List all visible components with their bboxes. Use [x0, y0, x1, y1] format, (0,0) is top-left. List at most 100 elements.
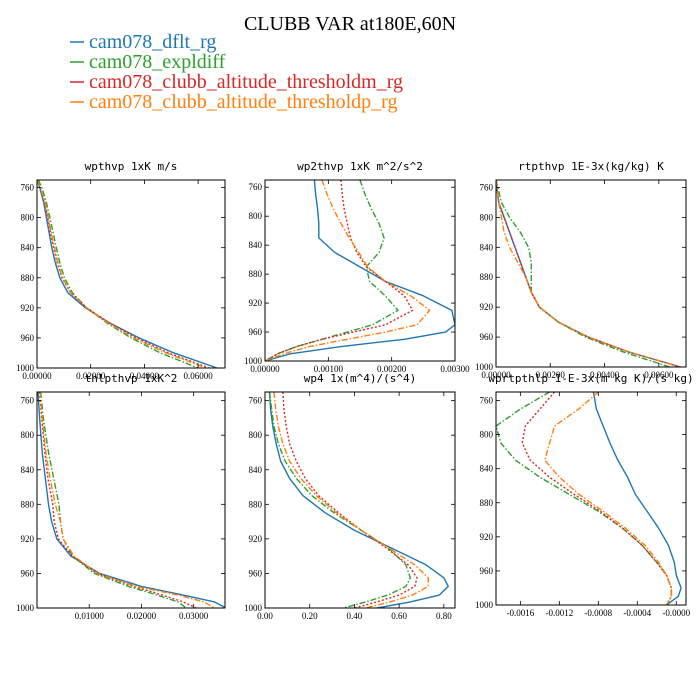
legend-label: cam078_clubb_altitude_thresholdp_rg — [89, 91, 397, 113]
y-tick-label: 880 — [21, 499, 35, 509]
series-group — [265, 180, 455, 361]
plot-frame — [264, 179, 456, 362]
series-line-1 — [592, 392, 682, 605]
x-tick-label: 0.00300 — [440, 364, 470, 374]
series-line-2 — [496, 392, 673, 605]
y-tick-label: 920 — [249, 298, 263, 308]
x-tick-label: 0.00 — [257, 611, 273, 621]
y-tick-label: 840 — [480, 242, 494, 252]
series-line-3 — [265, 180, 414, 361]
series-line-1 — [268, 392, 449, 608]
y-tick-label: 960 — [249, 327, 263, 337]
y-tick-label: 760 — [21, 396, 35, 406]
y-tick-label: 880 — [480, 498, 494, 508]
panel-title: wp2thvp 1xK m^2/s^2 — [297, 160, 423, 173]
y-tick-label: 960 — [480, 566, 494, 576]
y-tick-label: 760 — [480, 182, 494, 192]
plot-frame — [36, 179, 226, 369]
x-tick-label: 0.00400 — [590, 370, 620, 380]
panel-4: thlpthvp 1xK^2 760 800 840 880 920 960 1000 0.01… — [16, 372, 226, 621]
series-line-3 — [38, 392, 197, 608]
y-tick-label: 840 — [21, 465, 35, 475]
series-line-2 — [496, 180, 670, 367]
y-tick-label: 800 — [249, 211, 263, 221]
series-line-1 — [496, 180, 681, 367]
y-tick-label: 840 — [480, 464, 494, 474]
series-line-4 — [37, 180, 207, 368]
y-tick-label: 1000 — [16, 363, 35, 373]
series-line-3 — [496, 180, 681, 367]
x-tick-label: -0.0000 — [662, 608, 690, 618]
panel-title: wprtpthlp 1-E-3x(m kg K)/(s kg) — [488, 372, 693, 385]
series-line-4 — [273, 392, 429, 608]
y-tick-label: 760 — [480, 396, 494, 406]
y-tick-label: 960 — [480, 332, 494, 342]
x-tick-label: 0.00000 — [481, 370, 511, 380]
figure-title: CLUBB VAR at180E,60N — [244, 13, 456, 35]
panel-title: wp4 1x(m^4)/(s^4) — [304, 372, 417, 385]
legend-label: cam078_expldiff — [89, 51, 226, 73]
plot-frame — [264, 391, 456, 609]
panel-title: rtpthvp 1E-3x(kg/kg) K — [518, 160, 664, 173]
y-tick-label: 800 — [480, 430, 494, 440]
y-tick-label: 800 — [21, 213, 35, 223]
plot-frame — [495, 391, 687, 606]
x-tick-label: 0.80 — [436, 611, 452, 621]
series-line-4 — [496, 180, 681, 367]
x-tick-label: 0.03000 — [179, 611, 209, 621]
y-tick-label: 920 — [480, 302, 494, 312]
x-tick-label: 0.60 — [391, 611, 407, 621]
y-tick-label: 1000 — [475, 600, 494, 610]
x-tick-label: 0.00600 — [644, 370, 674, 380]
y-tick-label: 920 — [480, 532, 494, 542]
panel-3: rtpthvp 1E-3x(kg/kg) K 760 800 840 880 920 960… — [475, 160, 687, 380]
x-tick-label: 0.00100 — [314, 364, 344, 374]
panel-2: wp2thvp 1xK m^2/s^2 760 800 840 880 920 960 100… — [244, 160, 470, 374]
panel-title: thlpthvp 1xK^2 — [85, 372, 178, 385]
x-tick-label: -0.0012 — [545, 608, 573, 618]
y-tick-label: 840 — [21, 243, 35, 253]
y-tick-label: 800 — [21, 430, 35, 440]
y-tick-label: 880 — [249, 269, 263, 279]
x-tick-label: 0.40 — [347, 611, 363, 621]
series-group — [37, 180, 218, 368]
panel-6: wprtpthlp 1-E-3x(m kg K)/(s kg) 760 800 840… — [475, 372, 694, 618]
x-tick-label: 0.06000 — [184, 371, 214, 381]
x-tick-label: 0.02000 — [76, 371, 106, 381]
series-line-4 — [544, 392, 673, 605]
panel-1: wpthvp 1xK m/s 760 800 840 880 920 960 10000.00… — [16, 160, 226, 381]
x-tick-label: 0.20 — [302, 611, 318, 621]
series-line-3 — [282, 392, 418, 608]
y-tick-label: 800 — [480, 212, 494, 222]
y-tick-label: 1000 — [244, 356, 263, 366]
series-group — [37, 392, 225, 608]
x-tick-label: -0.0008 — [584, 608, 612, 618]
x-tick-label: 0.00000 — [250, 364, 280, 374]
y-tick-label: 880 — [21, 273, 35, 283]
x-tick-label: 0.04000 — [130, 371, 160, 381]
x-tick-label: 0.00200 — [377, 364, 407, 374]
series-line-2 — [37, 180, 199, 368]
y-tick-label: 760 — [249, 182, 263, 192]
legend-label: cam078_dflt_rg — [89, 31, 216, 53]
series-line-1 — [37, 392, 225, 608]
y-tick-label: 960 — [21, 333, 35, 343]
x-tick-label: -0.0004 — [623, 608, 651, 618]
y-tick-label: 920 — [21, 534, 35, 544]
y-tick-label: 920 — [249, 534, 263, 544]
y-tick-label: 1000 — [244, 603, 263, 613]
series-line-1 — [37, 180, 218, 368]
y-tick-label: 920 — [21, 303, 35, 313]
y-tick-label: 960 — [21, 568, 35, 578]
y-tick-label: 960 — [249, 568, 263, 578]
series-line-1 — [265, 180, 455, 361]
plot-frame — [495, 179, 687, 368]
series-group — [496, 392, 682, 605]
panel-title: wpthvp 1xK m/s — [85, 160, 178, 173]
series-line-2 — [39, 392, 187, 608]
y-tick-label: 840 — [249, 240, 263, 250]
series-line-2 — [265, 180, 399, 361]
x-tick-label: 0.01000 — [75, 611, 105, 621]
x-tick-label: 0.02000 — [127, 611, 157, 621]
